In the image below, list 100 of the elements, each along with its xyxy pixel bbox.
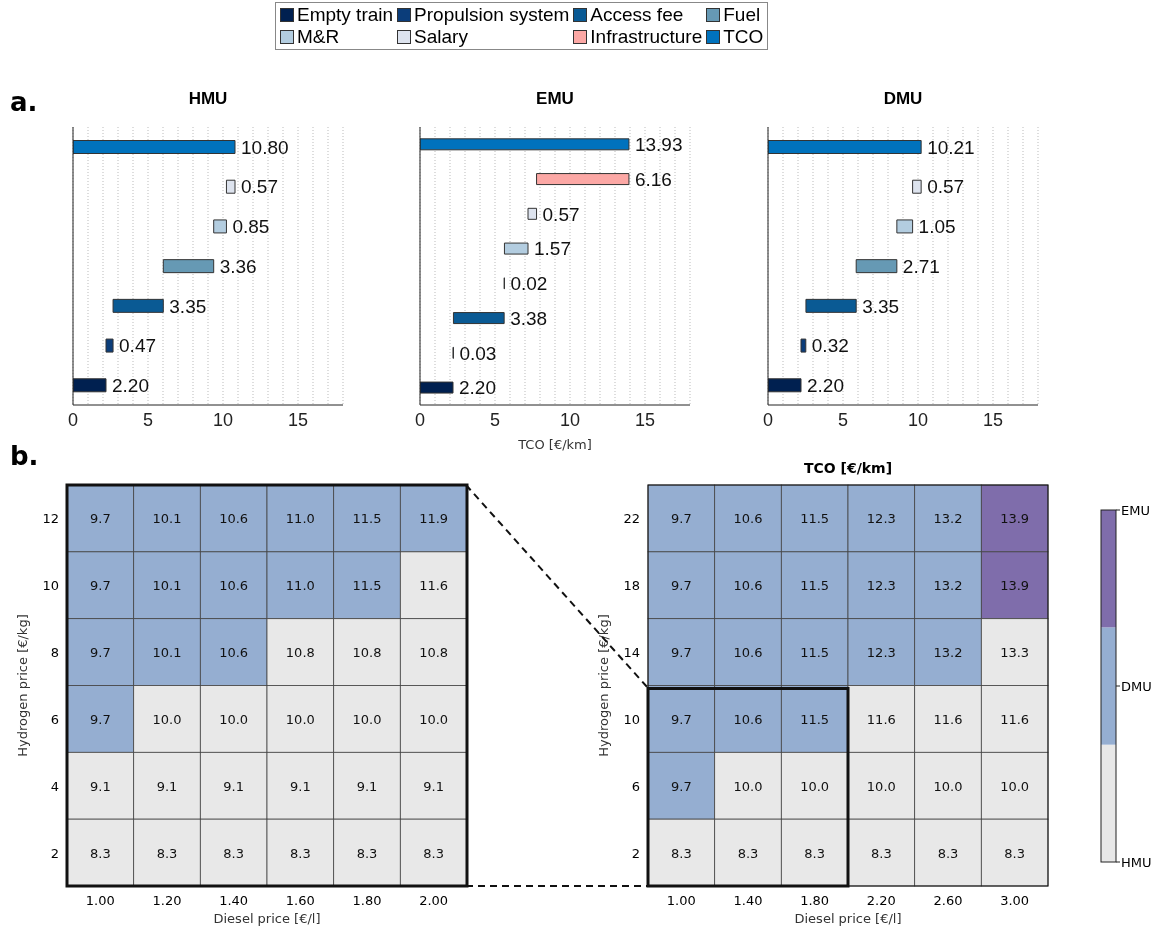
y-tick-label: 2: [50, 845, 59, 861]
data-label: 13.3: [1000, 645, 1030, 661]
data-label: 0.57: [241, 176, 278, 198]
x-tick-label: 15: [634, 409, 656, 430]
y-axis-title: Hydrogen price [€/kg]: [15, 614, 30, 757]
data-label: 0.85: [232, 216, 270, 238]
y-tick-label: 4: [50, 778, 59, 794]
x-tick-label: 0: [762, 409, 774, 430]
data-label: 9.7: [89, 511, 111, 527]
data-label: 11.5: [800, 511, 830, 527]
data-label: 8.3: [223, 845, 245, 861]
x-tick-label: 1.60: [285, 893, 315, 908]
chart-title: DMU: [882, 89, 924, 109]
data-label: 10.8: [285, 645, 315, 661]
data-label: 0.47: [119, 335, 157, 357]
data-label: 9.7: [670, 778, 692, 794]
data-label: 13.9: [1000, 511, 1030, 527]
data-label: 11.5: [800, 645, 830, 661]
data-label: 11.9: [419, 511, 449, 527]
x-tick-label: 10: [907, 409, 929, 430]
data-label: 11.5: [352, 511, 382, 527]
data-label: 2.20: [112, 375, 149, 397]
data-label: 8.3: [289, 845, 311, 861]
data-label: 9.7: [89, 645, 111, 661]
data-label: 1.57: [534, 238, 571, 260]
y-axis-title: Hydrogen price [€/kg]: [596, 614, 611, 757]
data-label: 10.80: [241, 136, 289, 158]
data-label: 12.3: [866, 511, 896, 527]
category-label: HMU: [1121, 855, 1152, 870]
y-tick-label: 8: [50, 645, 59, 661]
data-label: 9.1: [356, 778, 378, 794]
data-label: 10.8: [352, 645, 382, 661]
data-label: 3.35: [169, 295, 207, 317]
y-tick-label: 2: [631, 845, 640, 861]
data-label: 10.0: [219, 711, 249, 727]
data-label: 13.93: [634, 134, 683, 156]
data-label: 10.0: [352, 711, 382, 727]
data-label: 13.2: [933, 645, 963, 661]
x-axis-title: Diesel price [€/l]: [213, 911, 321, 926]
data-label: 3.38: [510, 307, 548, 329]
data-label: 10.6: [733, 578, 763, 594]
data-label: 8.3: [870, 845, 892, 861]
data-label: 11.6: [866, 711, 896, 727]
y-tick-label: 10: [623, 711, 640, 727]
data-label: 12.3: [866, 645, 896, 661]
data-label: 9.1: [223, 778, 245, 794]
data-label: 9.1: [89, 778, 111, 794]
x-tick-label: 10: [212, 409, 234, 430]
data-label: 0.02: [510, 273, 548, 295]
legend-label: M&R: [297, 26, 340, 48]
data-label: 8.3: [89, 845, 111, 861]
data-label: 10.0: [1000, 778, 1030, 794]
x-tick-label: 1.00: [85, 893, 115, 908]
x-tick-label: 5: [142, 409, 154, 430]
data-label: 10.1: [152, 578, 182, 594]
data-label: 10.0: [733, 778, 763, 794]
data-label: 10.6: [219, 645, 249, 661]
data-label: 9.7: [670, 711, 692, 727]
data-label: 13.2: [933, 578, 963, 594]
data-label: 10.0: [800, 778, 830, 794]
data-label: 3.36: [219, 255, 257, 277]
x-tick-label: 3.00: [1000, 893, 1030, 908]
x-tick-label: 2.00: [419, 893, 449, 908]
data-label: 8.3: [356, 845, 378, 861]
y-tick-label: 18: [623, 578, 640, 594]
data-label: 0.57: [927, 176, 965, 198]
x-axis-title: Diesel price [€/l]: [794, 911, 902, 926]
data-label: 8.3: [937, 845, 959, 861]
data-label: 11.6: [933, 711, 963, 727]
x-tick-label: 15: [982, 409, 1004, 430]
x-tick-label: 1.40: [219, 893, 249, 908]
x-tick-label: 0: [67, 409, 79, 430]
category-label: EMU: [1121, 503, 1150, 518]
data-label: 10.1: [152, 511, 182, 527]
data-label: 8.3: [423, 845, 445, 861]
data-label: 8.3: [804, 845, 826, 861]
chart-title: HMU: [187, 89, 229, 109]
chart-title: TCO [€/km]: [803, 460, 893, 476]
data-label: 10.0: [285, 711, 315, 727]
data-label: 9.1: [156, 778, 178, 794]
y-tick-label: 12: [42, 511, 59, 527]
data-label: 11.0: [285, 578, 315, 594]
data-label: 8.3: [670, 845, 692, 861]
data-label: 10.0: [419, 711, 449, 727]
data-label: 2.20: [807, 375, 844, 397]
x-tick-label: 1.80: [800, 893, 830, 908]
data-label: 10.0: [866, 778, 896, 794]
data-label: 10.6: [219, 578, 249, 594]
data-label: 11.5: [800, 711, 830, 727]
data-label: 9.1: [423, 778, 445, 794]
data-label: 11.5: [800, 578, 830, 594]
y-tick-label: 10: [42, 578, 59, 594]
text: a.: [10, 87, 38, 117]
text: b.: [10, 441, 39, 471]
data-label: 2.71: [902, 255, 940, 277]
data-label: 10.0: [152, 711, 182, 727]
chart-title: EMU: [535, 89, 575, 109]
legend-label: Access fee: [590, 4, 684, 26]
data-label: 12.3: [866, 578, 896, 594]
data-label: 9.7: [670, 578, 692, 594]
